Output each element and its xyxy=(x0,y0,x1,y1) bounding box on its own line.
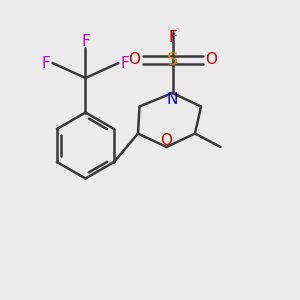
Text: F: F xyxy=(168,30,177,45)
Text: O: O xyxy=(160,133,172,148)
Text: S: S xyxy=(167,51,178,69)
Text: F: F xyxy=(81,34,90,49)
Text: N: N xyxy=(167,92,178,107)
Text: F: F xyxy=(41,56,50,70)
Text: F: F xyxy=(121,56,130,70)
Text: O: O xyxy=(205,52,217,68)
Text: O: O xyxy=(128,52,140,68)
